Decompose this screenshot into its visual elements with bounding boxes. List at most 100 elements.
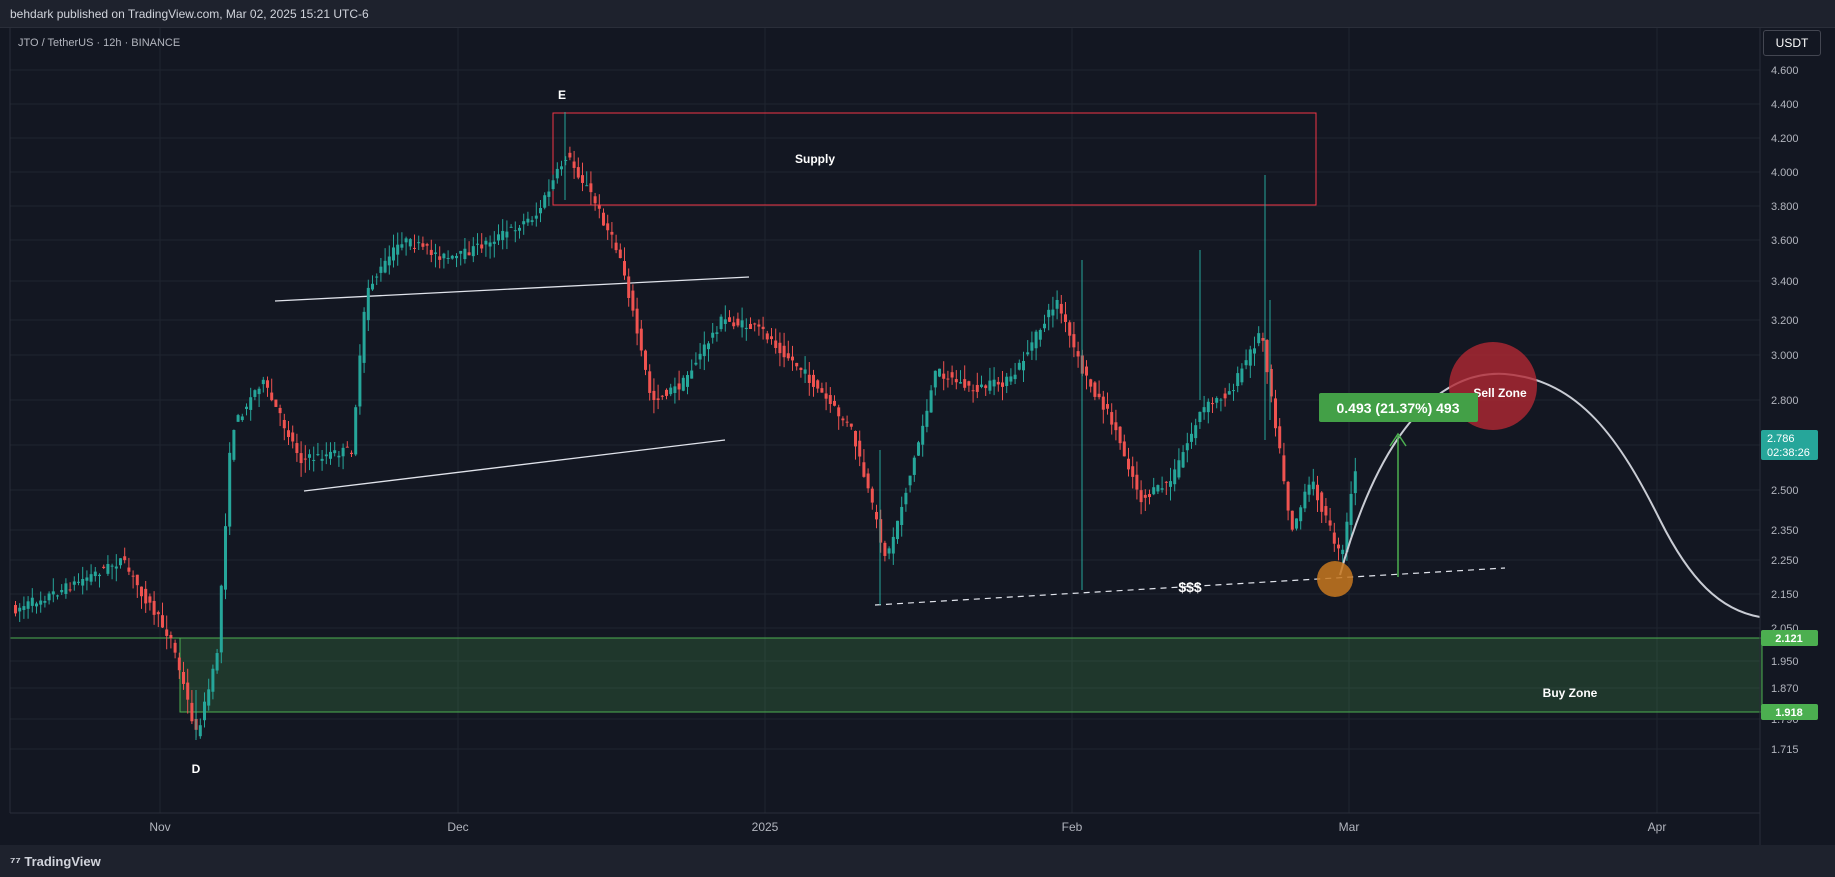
candle-body [1332,532,1336,544]
candle-body [497,234,500,241]
y-tick-label: 2.250 [1771,555,1799,567]
candle-body [291,432,295,442]
candle-body [89,574,93,582]
candle-body [1232,390,1235,392]
candle-body [1353,471,1357,494]
candle-body [778,342,782,354]
candle-body [543,195,547,208]
x-tick-label: Nov [149,820,170,834]
candle-body [484,240,488,245]
channel-lower-line[interactable] [303,439,726,492]
candle-body [236,415,240,422]
candle-body [1194,425,1198,439]
currency-selector-button[interactable]: USDT [1763,30,1821,56]
candle-body [891,536,895,554]
candle-body [539,208,542,214]
candle-body [1219,399,1223,401]
candle-body [858,440,862,457]
candle-body [1164,481,1168,483]
candle-body [786,353,790,359]
candle-body [1101,396,1105,410]
projection-curve[interactable] [1339,372,1761,618]
candle-body [753,323,757,325]
channel-upper-line[interactable] [274,276,750,302]
tradingview-logo-icon: ⁷⁷ [10,854,25,869]
candle-body [740,320,744,328]
candle-body [463,248,467,260]
candle-body [694,362,698,365]
candles [14,112,1357,740]
candle-body [232,429,236,460]
candle-body [971,390,975,392]
candle-body [749,323,752,330]
y-tick-label: 4.000 [1771,167,1799,179]
candle-body [123,556,127,561]
candle-body [870,488,874,503]
candle-body [933,370,937,388]
candle-body [392,247,395,261]
candle-body [450,255,454,259]
candle-body [127,567,131,572]
x-tick-label: Mar [1339,820,1360,834]
candle-body [1122,441,1126,457]
candle-body [1148,494,1151,498]
price-chart[interactable]: Buy Zone Supply $$$ Sell Zone 0.493 (21.… [0,28,1835,845]
candle-body [446,257,450,259]
candle-body [312,459,316,461]
supply-zone-rect[interactable] [552,112,1317,206]
candle-body [925,410,929,427]
measure-label-box[interactable] [1319,393,1478,422]
candle-body [152,600,156,615]
y-tick-label: 3.800 [1771,201,1799,213]
candle-body [198,725,202,737]
candle-body [358,355,362,407]
candle-body [35,603,38,607]
candle-body [610,231,614,235]
candle-body [635,308,639,334]
candle-body [18,607,22,612]
entry-circle[interactable] [1317,561,1353,597]
y-tick-label: 1.715 [1771,744,1799,756]
candle-body [1072,334,1076,348]
candle-body [946,378,950,380]
candle-body [1106,404,1109,409]
candle-body [26,601,30,609]
candle-body [404,238,408,243]
candle-body [1131,466,1135,477]
candle-body [833,400,836,406]
candle-body [1257,333,1261,344]
candle-body [761,326,765,330]
candle-body [967,381,971,386]
candle-body [165,629,169,636]
candle-body [896,520,899,540]
candle-body [908,475,912,486]
candle-body [253,390,257,397]
buy-zone-rect[interactable] [179,637,1763,713]
candle-body [211,668,215,692]
candle-body [921,425,925,445]
candle-body [807,374,811,383]
candle-body [862,462,866,477]
candle-body [39,600,43,605]
candle-body [1177,460,1181,478]
candle-body [644,350,647,370]
candle-body [1034,331,1038,349]
candle-body [526,218,530,223]
candle-body [1047,309,1051,318]
tradingview-logo[interactable]: ⁷⁷ TradingView [10,854,101,869]
candle-body [585,185,589,187]
candle-body [673,386,677,394]
candle-body [1093,382,1097,397]
candle-body [228,452,232,527]
candle-body [85,577,89,581]
symbol-line: JTO / TetherUS · 12h · BINANCE [18,37,180,49]
candle-body [702,344,706,357]
x-axis[interactable]: Nov Dec 2025 Feb Mar Apr [149,820,1666,834]
candle-body [270,392,274,401]
candle-body [224,526,227,590]
y-tick-label: 2.150 [1771,589,1799,601]
candle-body [22,606,26,610]
candle-body [816,380,820,389]
candle-body [421,243,425,247]
candle-body [345,446,349,448]
